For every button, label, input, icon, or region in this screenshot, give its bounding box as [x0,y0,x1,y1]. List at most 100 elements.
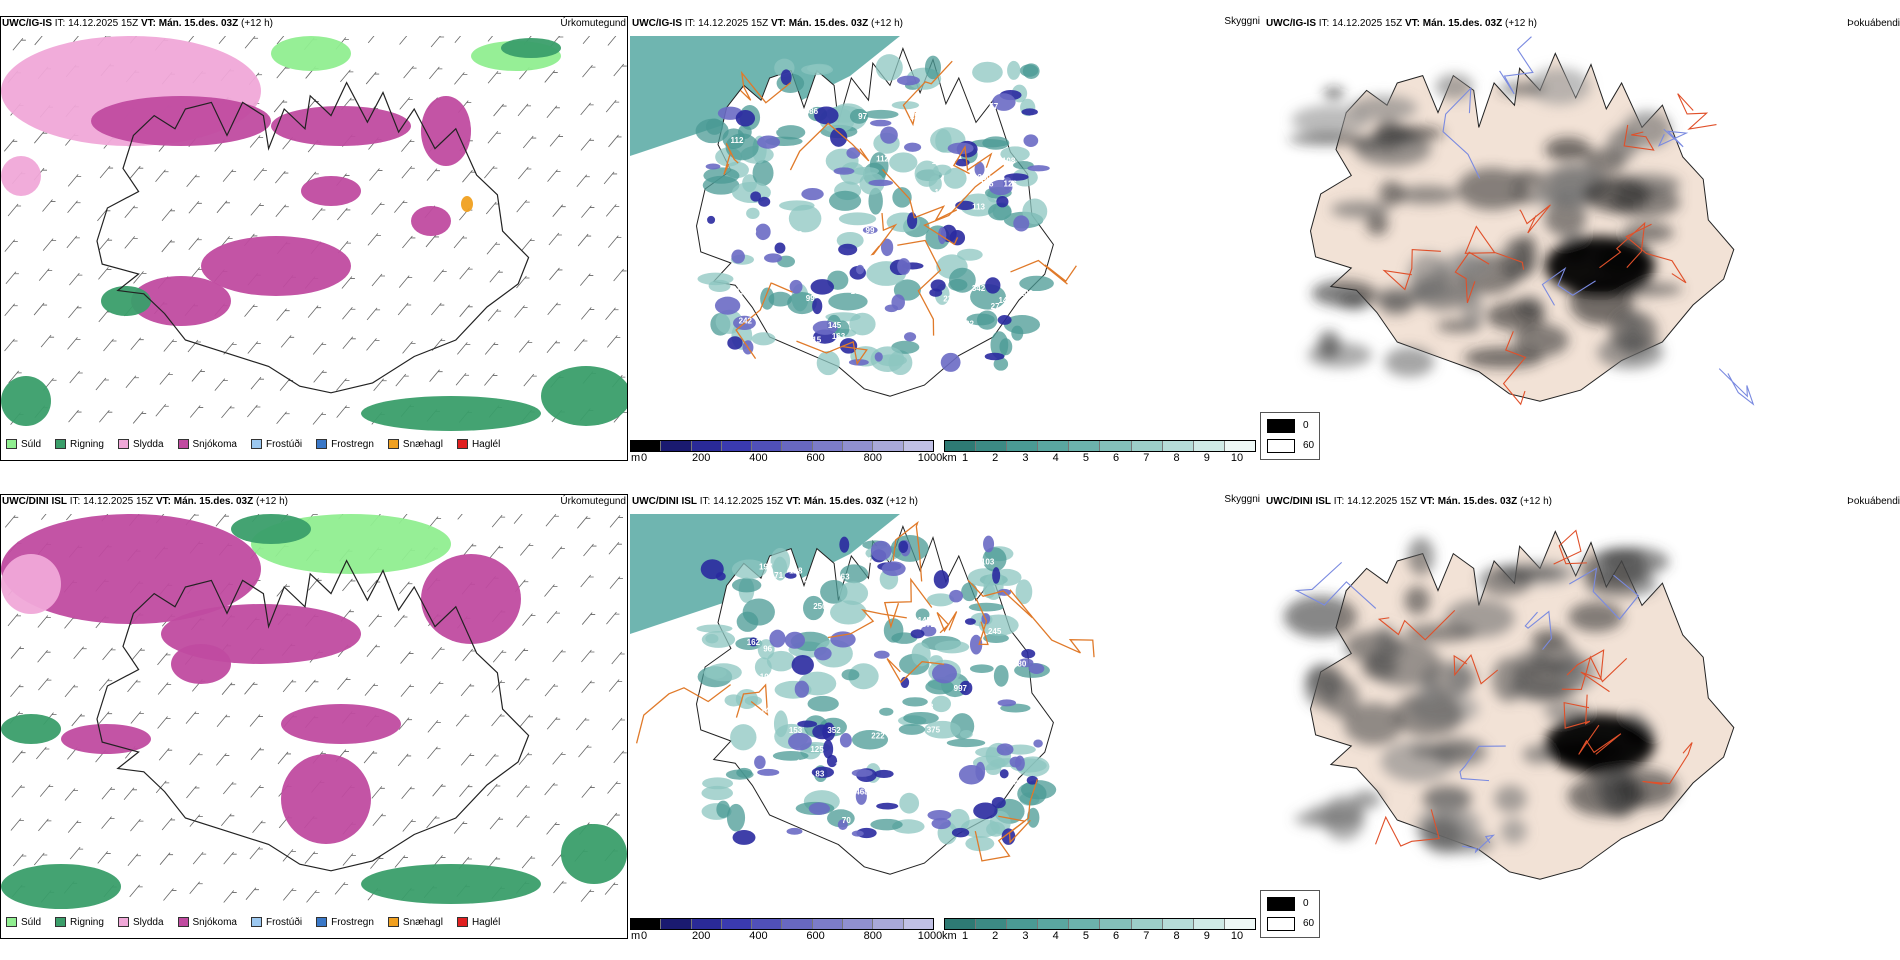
snow-depth-patch [898,540,909,553]
wind-barb [363,750,378,764]
road-line [923,164,1005,246]
wind-barb [580,273,594,286]
wind-barb [342,336,356,350]
fog-index-area [1622,222,1674,243]
precip-area-snjokoma [301,176,361,206]
snow-depth-label: 352 [827,726,841,735]
snow-depth-label: 119 [823,783,836,792]
precip-type-map [1,36,627,431]
precip-title: Úrkomutegund [560,496,626,507]
wind-barb [185,711,200,724]
precip-area-slydda [1,554,61,614]
wind-barb [38,818,52,832]
snow-depth-patch [750,191,762,202]
cloud-base-patch [695,118,729,144]
wind-barb [459,304,473,318]
fog-index-area [1367,639,1441,688]
road-line [796,340,868,366]
road-line [1008,779,1039,844]
wind-barb [429,369,443,382]
snow-depth-label: 112 [876,155,889,164]
wind-barb [129,165,144,179]
it-label: IT: [699,496,711,507]
wind-barb [223,890,237,903]
cloud-base-patch [849,108,869,124]
snow-depth-label: 97 [855,706,864,715]
wind-barb [98,267,112,280]
cloud-ticks: 1 2 3 4 5 6 7 8 9 10 [962,930,1255,944]
wind-barb [607,36,617,46]
cloud-base-patch [931,695,952,713]
snow-depth-patch [826,754,838,768]
fog-index-area [1457,167,1528,210]
snow-depth-patch [1028,663,1045,674]
snow-depth-patch [992,93,1016,111]
wind-barb [37,615,51,628]
snow-depth-patch [949,589,963,603]
legend-label: Frostregn [331,916,374,928]
legend-swatch [117,439,129,449]
snow-depth-patch [880,126,898,144]
snow-depth-patch [757,135,781,149]
wind-barb [609,515,624,528]
snow-depth-patch [874,769,894,779]
wind-barb [334,882,349,895]
snow-depth-patch [1026,775,1039,785]
wind-barb [244,304,258,317]
cloud-base-patch [766,650,796,672]
snow-depth-label: 120 [796,758,810,767]
wind-barb [394,200,408,213]
wind-barb [276,36,285,45]
cloud-base-patch [959,730,973,739]
snow-depth-patch [947,142,974,155]
it-label: IT: [69,496,81,507]
road-line [1519,204,1551,234]
snow-depth-patch [814,106,839,125]
snow-depth-patch [958,765,984,785]
road-line [789,122,870,171]
model-name: UWC/IG-IS [2,18,52,29]
wind-barb [276,65,290,79]
cloud-base-patch [990,331,1009,359]
init-time: 14.12.2025 15Z [83,496,154,507]
snow-depth-patch [764,253,783,263]
lead-time: (+12 h) [256,496,288,507]
snow-depth-patch [851,769,873,777]
precip-area-rigning [101,286,151,316]
legend-item: Rigning [55,917,104,928]
wind-barb [304,851,318,864]
precip-area-rigning [1,376,51,426]
wind-barb [215,514,229,527]
wind-barb [513,514,528,524]
snow-depth-label: 375 [927,726,941,735]
wind-barb [191,369,205,382]
fog-index-area [1426,788,1473,806]
snow-depth-patch [932,663,957,684]
wind-barb [453,235,468,249]
cloud-base-patch [972,61,1003,83]
snow-cloud-panel: UWC/IG-IS IT: 14.12.2025 15Z VT: Mán. 15… [630,12,1260,472]
wind-barb [484,342,499,355]
legend-item: Snæhagl [387,439,443,450]
vt-label: VT: [1419,496,1435,507]
snow-tick-label: 200 [692,452,711,464]
wind-barb [577,516,591,529]
fog-title: Þokuábendi [1847,18,1900,29]
legend-swatch [250,439,262,449]
snow-depth-patch [992,567,1001,584]
snow-depth-label: 197 [759,563,773,572]
snow-depth-label: 136 [980,179,994,188]
snow-depth-patch [985,277,1001,294]
snow-tick-label: 800 [863,930,882,942]
wind-barb [547,302,561,316]
wind-barb [522,135,537,149]
legend-high-label: 60 [1303,918,1315,929]
road-line [1642,742,1693,785]
snow-depth-patch [910,629,925,639]
wind-barb [518,166,532,180]
wind-barb [487,308,502,322]
wind-barb [312,412,326,425]
road-line [1599,221,1646,269]
cloud-base-patch [816,350,840,376]
snow-cloud-map: 352 262 153 176 222 245 83 149 145 468 120 149 197 13… [630,514,1095,875]
